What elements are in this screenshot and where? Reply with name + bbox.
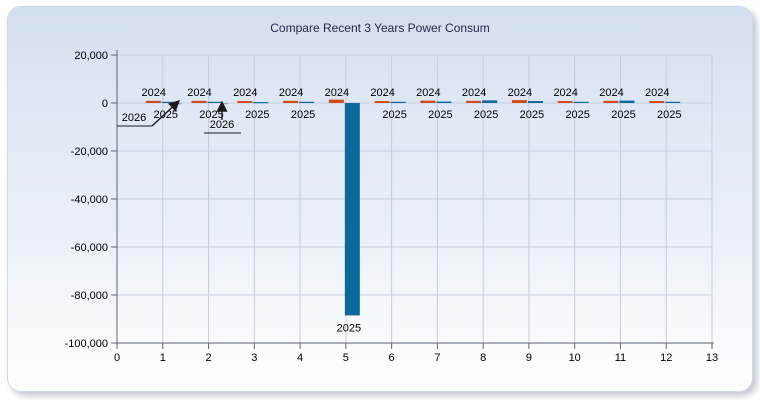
- y-tick-label: -20,000: [71, 146, 108, 158]
- bar-label-above: 2024: [599, 87, 623, 99]
- x-tick-label: 5: [343, 352, 349, 364]
- x-tick-label: 6: [389, 352, 395, 364]
- bar-label-above: 2024: [187, 87, 211, 99]
- x-tick-label: 13: [706, 352, 718, 364]
- y-tick-label: 20,000: [74, 50, 108, 62]
- bar-label-below: 2025: [657, 109, 681, 121]
- bar-2024-m8: [466, 101, 481, 103]
- x-tick-label: 10: [569, 352, 581, 364]
- bar-label-above: 2024: [508, 87, 532, 99]
- bar-label-above: 2024: [233, 87, 257, 99]
- y-tick-label: -40,000: [71, 194, 108, 206]
- bar-2024-m10: [558, 101, 573, 103]
- bar-label-below: 2025: [520, 109, 544, 121]
- bar-2024-m7: [420, 101, 435, 103]
- bar-2024-m4: [283, 101, 298, 103]
- bar-2024-m1: [146, 101, 161, 103]
- bar-label-below: 2025: [565, 109, 589, 121]
- y-tick-label: -100,000: [65, 338, 108, 350]
- x-tick-label: 9: [526, 352, 532, 364]
- bar-2024-m2: [192, 101, 207, 103]
- bar-2025-m7: [436, 102, 451, 103]
- bar-2025-m1: [162, 102, 177, 103]
- bar-label-below: 2025: [611, 109, 635, 121]
- bar-2024-m11: [603, 101, 618, 103]
- annotation-label: 2026: [122, 112, 146, 124]
- bar-label-above: 2024: [142, 87, 166, 99]
- y-tick-label: -80,000: [71, 290, 108, 302]
- bar-label-below: 2025: [245, 109, 269, 121]
- x-tick-label: 11: [615, 352, 626, 364]
- bar-label-above: 2024: [645, 87, 669, 99]
- bar-2024-m5: [329, 100, 344, 103]
- bar-label-below: 2025: [337, 322, 361, 334]
- bar-label-above: 2024: [553, 87, 577, 99]
- bar-2025-m9: [528, 101, 543, 103]
- bar-2025-m4: [299, 102, 314, 103]
- x-tick-label: 3: [251, 352, 257, 364]
- bar-2024-m9: [512, 100, 527, 103]
- bar-label-above: 2024: [416, 87, 440, 99]
- bar-label-above: 2024: [279, 87, 303, 99]
- y-tick-label: 0: [102, 98, 108, 110]
- bar-2024-m6: [375, 101, 390, 103]
- annotations: 2026 2026: [117, 101, 241, 133]
- bar-label-below: 2025: [474, 109, 498, 121]
- x-tick-label: 0: [114, 352, 120, 364]
- bars: [146, 100, 680, 316]
- x-tick-label: 12: [660, 352, 672, 364]
- x-tick-label: 4: [297, 352, 303, 364]
- bar-label-below: 2025: [154, 109, 178, 121]
- bar-2024-m3: [237, 101, 252, 103]
- bar-2025-m6: [391, 102, 406, 103]
- bar-label-above: 2024: [462, 87, 486, 99]
- bar-label-below: 2025: [291, 109, 315, 121]
- x-tick-label: 1: [160, 352, 166, 364]
- bar-label-above: 2024: [325, 87, 349, 99]
- bar-2025-m2: [208, 102, 223, 103]
- bar-2025-m12: [665, 102, 680, 103]
- annotation-label: 2026: [210, 119, 234, 131]
- bar-2025-m5: [345, 103, 360, 315]
- bar-2026-m2: [224, 103, 228, 104]
- x-tick-label: 7: [434, 352, 440, 364]
- app-window: { "chart_data": { "type": "bar", "title"…: [0, 0, 760, 400]
- x-tick-label: 8: [480, 352, 486, 364]
- bar-2026-m1: [178, 103, 182, 104]
- bar-2025-m8: [482, 100, 497, 103]
- bar-chart: 20,000 0 -20,000 -40,000 -60,000 -80,000 -100,…: [0, 0, 760, 400]
- bar-label-above: 2024: [370, 87, 394, 99]
- bar-2025-m3: [253, 102, 268, 103]
- x-tick-label: 2: [205, 352, 211, 364]
- bar-2025-m10: [574, 102, 589, 103]
- bar-label-below: 2025: [428, 109, 452, 121]
- bar-2024-m12: [649, 101, 664, 103]
- bar-label-below: 2025: [382, 109, 406, 121]
- y-tick-label: -60,000: [71, 242, 108, 254]
- bar-2025-m11: [619, 101, 634, 103]
